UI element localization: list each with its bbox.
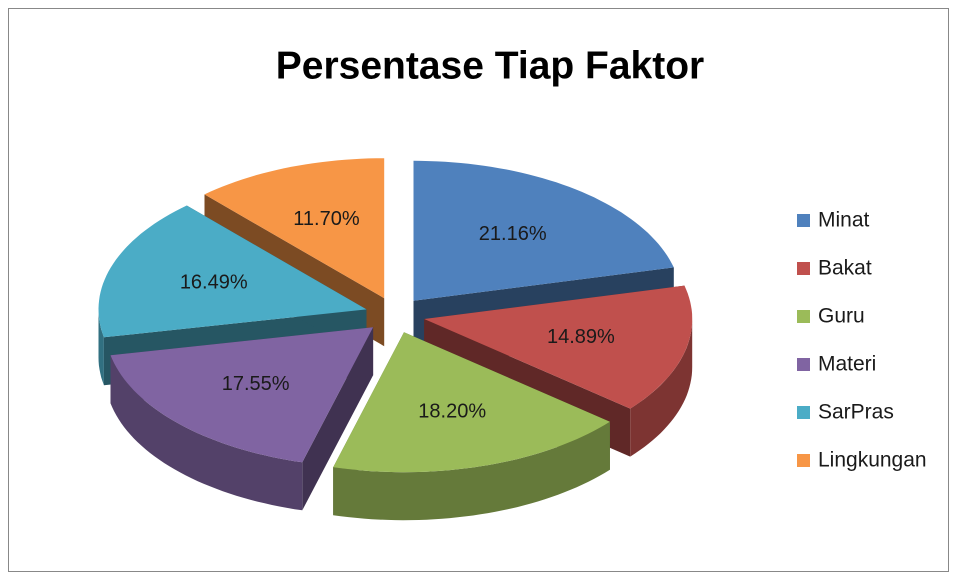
legend-swatch bbox=[797, 406, 810, 419]
legend-label: SarPras bbox=[818, 401, 894, 424]
slice bbox=[110, 327, 374, 463]
slice-wall bbox=[98, 309, 104, 386]
slice bbox=[204, 158, 385, 299]
legend-swatch bbox=[797, 454, 810, 467]
legend-swatch bbox=[797, 358, 810, 371]
slice bbox=[98, 205, 367, 338]
data-label: 18.20% bbox=[418, 401, 486, 423]
legend-label: Lingkungan bbox=[818, 449, 927, 472]
legend-swatch bbox=[797, 214, 810, 227]
slice-wall bbox=[333, 421, 610, 521]
slice bbox=[424, 285, 693, 409]
legend-swatch bbox=[797, 262, 810, 275]
slice bbox=[413, 160, 674, 301]
legend-label: Guru bbox=[818, 305, 865, 328]
slice-wall bbox=[630, 319, 693, 457]
data-label: 17.55% bbox=[222, 373, 290, 395]
data-label: 14.89% bbox=[547, 326, 615, 348]
data-label: 11.70% bbox=[293, 208, 360, 230]
legend-label: Materi bbox=[818, 353, 876, 376]
legend-label: Bakat bbox=[818, 257, 872, 280]
legend-swatch bbox=[797, 310, 810, 323]
legend-label: Minat bbox=[818, 209, 870, 232]
data-label: 21.16% bbox=[479, 223, 547, 245]
slice bbox=[333, 332, 610, 473]
chart-title: Persentase Tiap Faktor bbox=[276, 44, 704, 87]
slice-wall bbox=[110, 355, 303, 511]
data-label: 16.49% bbox=[180, 271, 248, 293]
